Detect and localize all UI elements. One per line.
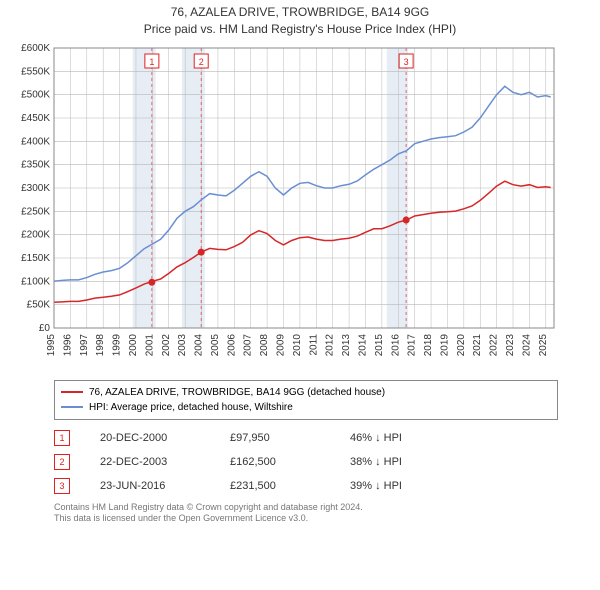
chart-title: 76, AZALEA DRIVE, TROWBRIDGE, BA14 9GG P… xyxy=(8,4,592,38)
sale-diff: 38% ↓ HPI xyxy=(350,456,402,468)
sale-marker: 3 xyxy=(54,478,70,494)
sale-row: 3 23-JUN-2016 £231,500 39% ↓ HPI xyxy=(54,478,592,494)
footer-line2: This data is licensed under the Open Gov… xyxy=(54,513,592,525)
svg-text:£550K: £550K xyxy=(21,66,50,77)
sale-diff: 39% ↓ HPI xyxy=(350,480,402,492)
svg-text:1995: 1995 xyxy=(46,333,57,356)
svg-text:2006: 2006 xyxy=(226,333,237,356)
svg-text:2025: 2025 xyxy=(538,333,549,356)
legend: 76, AZALEA DRIVE, TROWBRIDGE, BA14 9GG (… xyxy=(54,380,558,420)
svg-text:£450K: £450K xyxy=(21,113,50,124)
svg-text:2009: 2009 xyxy=(276,333,287,356)
svg-text:2: 2 xyxy=(199,57,204,67)
svg-text:2018: 2018 xyxy=(423,333,434,356)
title-line2: Price paid vs. HM Land Registry's House … xyxy=(8,21,592,38)
svg-text:2020: 2020 xyxy=(456,333,467,356)
page: 76, AZALEA DRIVE, TROWBRIDGE, BA14 9GG P… xyxy=(0,0,600,590)
svg-text:2024: 2024 xyxy=(521,333,532,356)
chart-svg: £0 £50K £100K £150K £200K £250K £300K £350K £400… xyxy=(8,42,568,372)
svg-text:1997: 1997 xyxy=(79,333,90,356)
svg-text:1: 1 xyxy=(149,57,154,67)
svg-text:2000: 2000 xyxy=(128,333,139,356)
svg-text:£250K: £250K xyxy=(21,206,50,217)
svg-text:2004: 2004 xyxy=(194,333,205,356)
svg-text:2014: 2014 xyxy=(357,333,368,356)
title-line1: 76, AZALEA DRIVE, TROWBRIDGE, BA14 9GG xyxy=(8,4,592,21)
sale-diff: 46% ↓ HPI xyxy=(350,432,402,444)
sale-marker: 2 xyxy=(54,454,70,470)
legend-item: HPI: Average price, detached house, Wilt… xyxy=(61,400,551,415)
sale-price: £162,500 xyxy=(230,456,320,468)
svg-text:£300K: £300K xyxy=(21,183,50,194)
sale-date: 20-DEC-2000 xyxy=(100,432,200,444)
chart: £0 £50K £100K £150K £200K £250K £300K £350K £400… xyxy=(8,42,592,372)
sale-date: 23-JUN-2016 xyxy=(100,480,200,492)
legend-swatch xyxy=(61,391,83,393)
footer: Contains HM Land Registry data © Crown c… xyxy=(54,502,592,525)
svg-text:2016: 2016 xyxy=(390,333,401,356)
svg-text:1999: 1999 xyxy=(112,333,123,356)
svg-text:£0: £0 xyxy=(39,323,51,334)
svg-text:£350K: £350K xyxy=(21,159,50,170)
svg-text:2011: 2011 xyxy=(308,333,319,355)
svg-text:£400K: £400K xyxy=(21,136,50,147)
legend-item: 76, AZALEA DRIVE, TROWBRIDGE, BA14 9GG (… xyxy=(61,385,551,400)
svg-text:3: 3 xyxy=(404,57,409,67)
sale-price: £97,950 xyxy=(230,432,320,444)
svg-text:2015: 2015 xyxy=(374,333,385,356)
svg-text:2021: 2021 xyxy=(472,333,483,356)
svg-text:2001: 2001 xyxy=(144,333,155,356)
svg-text:2013: 2013 xyxy=(341,333,352,356)
svg-text:£150K: £150K xyxy=(21,253,50,264)
svg-text:2002: 2002 xyxy=(161,333,172,356)
svg-text:2022: 2022 xyxy=(489,333,500,356)
svg-text:2012: 2012 xyxy=(325,333,336,356)
sale-marker: 1 xyxy=(54,430,70,446)
legend-label: 76, AZALEA DRIVE, TROWBRIDGE, BA14 9GG (… xyxy=(89,385,385,400)
svg-text:£500K: £500K xyxy=(21,89,50,100)
svg-text:£100K: £100K xyxy=(21,276,50,287)
sale-row: 1 20-DEC-2000 £97,950 46% ↓ HPI xyxy=(54,430,592,446)
svg-text:2007: 2007 xyxy=(243,333,254,356)
svg-text:2005: 2005 xyxy=(210,333,221,356)
svg-text:2003: 2003 xyxy=(177,333,188,356)
legend-swatch xyxy=(61,406,83,408)
svg-text:2017: 2017 xyxy=(407,333,418,356)
sale-row: 2 22-DEC-2003 £162,500 38% ↓ HPI xyxy=(54,454,592,470)
svg-text:2010: 2010 xyxy=(292,333,303,356)
svg-text:2008: 2008 xyxy=(259,333,270,356)
svg-text:2019: 2019 xyxy=(439,333,450,356)
svg-text:2023: 2023 xyxy=(505,333,516,356)
sales-table: 1 20-DEC-2000 £97,950 46% ↓ HPI 2 22-DEC-2003… xyxy=(54,430,592,494)
svg-text:£200K: £200K xyxy=(21,229,50,240)
legend-label: HPI: Average price, detached house, Wilt… xyxy=(89,400,293,415)
svg-text:£600K: £600K xyxy=(21,43,50,54)
footer-line1: Contains HM Land Registry data © Crown c… xyxy=(54,502,592,514)
svg-text:1996: 1996 xyxy=(62,333,73,356)
svg-text:£50K: £50K xyxy=(27,299,51,310)
sale-date: 22-DEC-2003 xyxy=(100,456,200,468)
sale-price: £231,500 xyxy=(230,480,320,492)
svg-text:1998: 1998 xyxy=(95,333,106,356)
